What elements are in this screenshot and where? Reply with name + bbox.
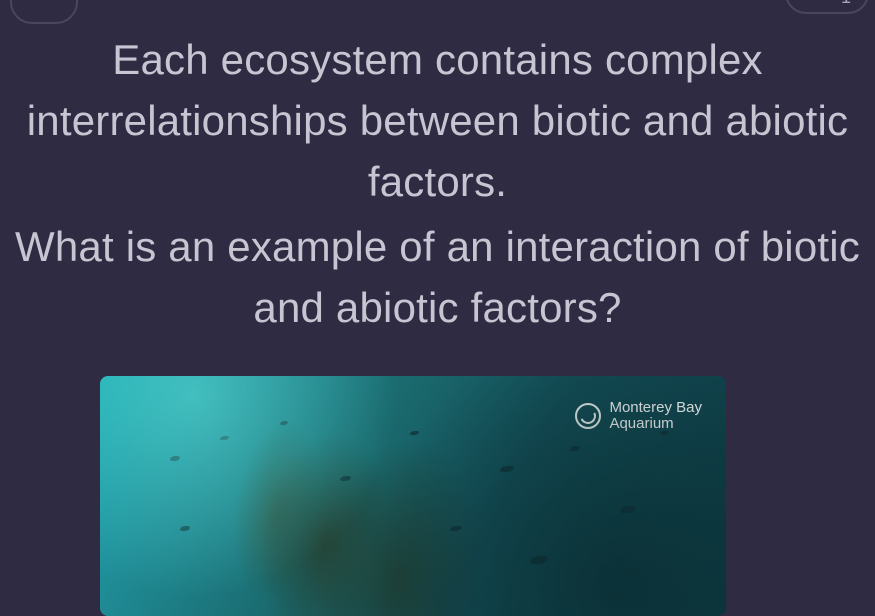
fish-silhouette xyxy=(170,455,181,461)
fish-silhouette xyxy=(410,430,419,435)
watermark-text: Monterey Bay Aquarium xyxy=(609,400,702,432)
fish-silhouette xyxy=(570,445,581,451)
fish-silhouette xyxy=(500,465,515,473)
fish-silhouette xyxy=(660,430,669,435)
fish-silhouette xyxy=(340,475,352,481)
question-block: Each ecosystem contains complex interrel… xyxy=(0,30,875,338)
watermark-line1: Monterey Bay xyxy=(609,400,702,416)
question-prompt-text: What is an example of an interaction of … xyxy=(12,217,863,339)
fish-silhouette xyxy=(280,420,288,425)
fish-silhouette xyxy=(180,525,191,531)
swirl-logo-icon xyxy=(575,403,601,429)
quiz-screen: 1 Each ecosystem contains complex interr… xyxy=(0,0,875,616)
top-left-pill-button[interactable] xyxy=(10,0,78,24)
question-media-image: Monterey Bay Aquarium xyxy=(100,376,726,616)
fish-silhouette xyxy=(620,505,637,514)
fish-silhouette xyxy=(450,525,463,532)
fish-silhouette xyxy=(220,435,229,440)
question-intro-text: Each ecosystem contains complex interrel… xyxy=(12,30,863,213)
watermark-line2: Aquarium xyxy=(609,416,702,432)
media-watermark: Monterey Bay Aquarium xyxy=(575,400,702,432)
top-right-pill-button[interactable]: 1 xyxy=(785,0,869,14)
fish-silhouette xyxy=(530,555,549,565)
